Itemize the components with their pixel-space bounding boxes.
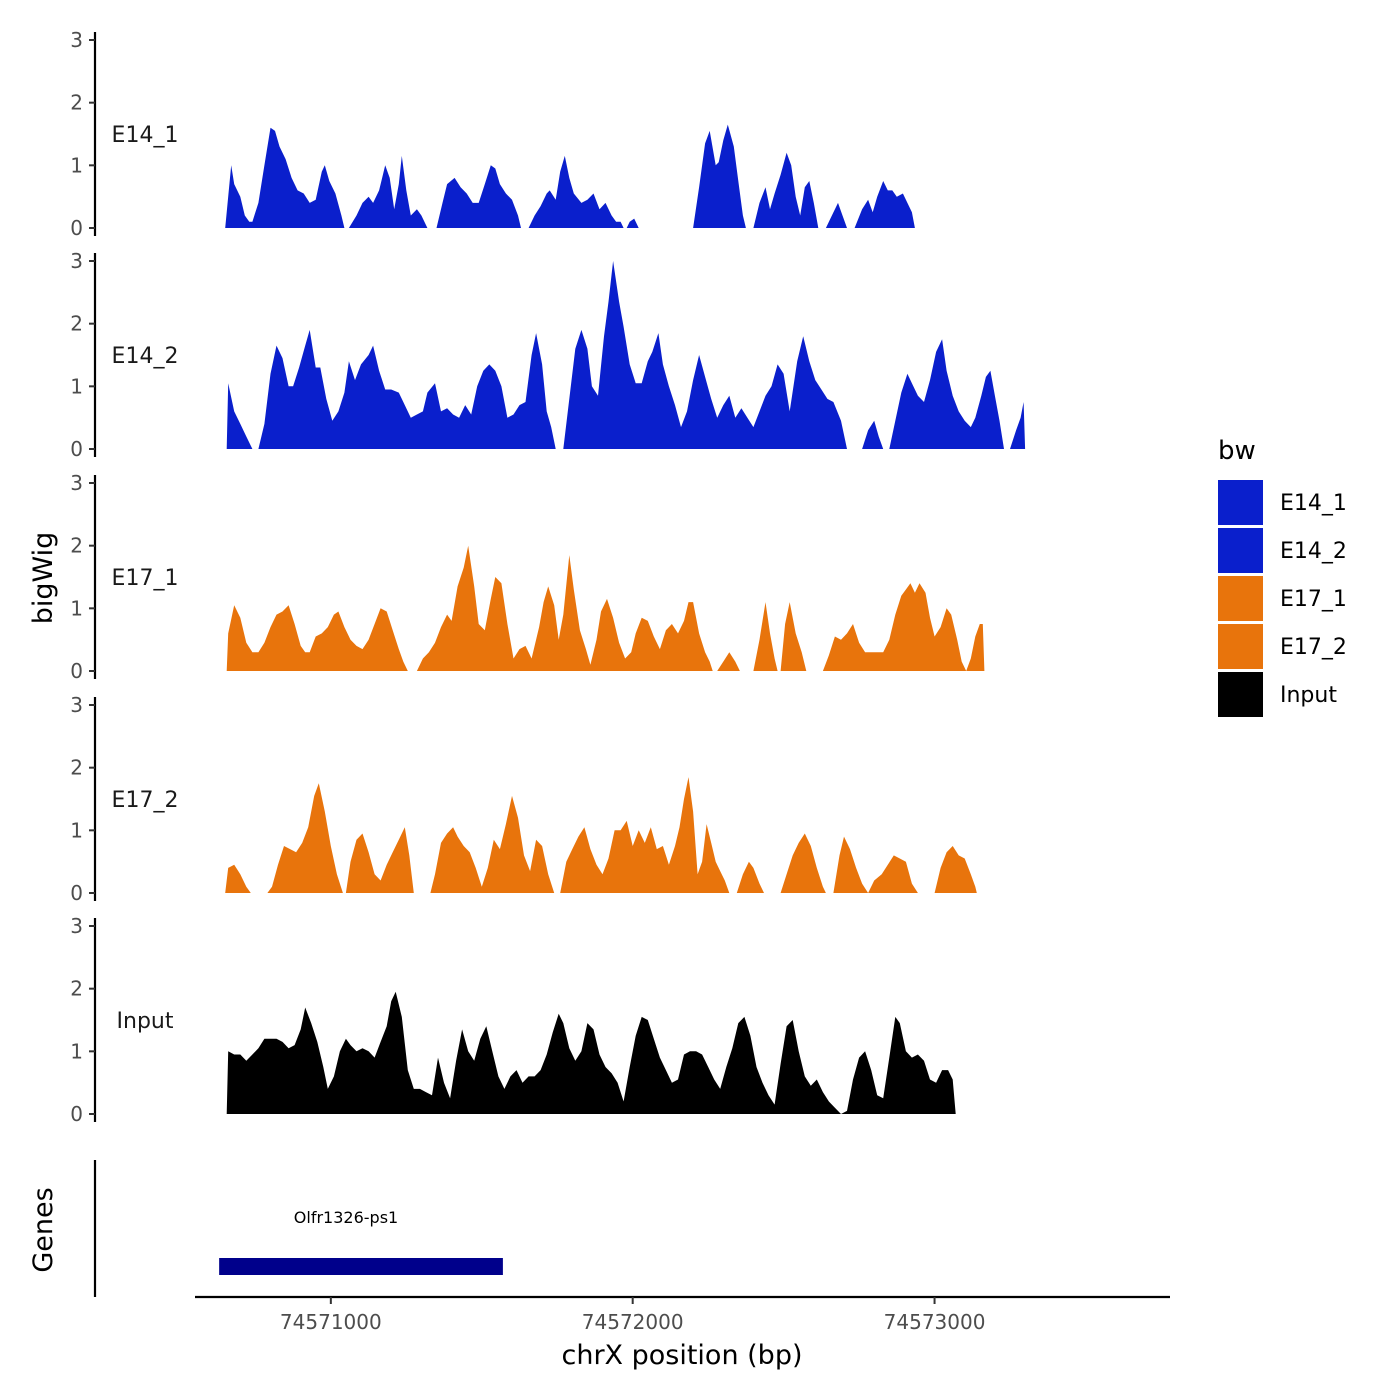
legend-swatch-e14-2 <box>1218 528 1263 573</box>
y-tick-label: 2 <box>70 91 83 115</box>
track-e14-2: 0 1 2 3 E14_2 <box>70 249 1026 461</box>
legend-label-input: Input <box>1280 683 1337 708</box>
legend: bw E14_1 E14_2 E17_1 E17_2 Input <box>1218 436 1347 717</box>
legend-swatch-e17-2 <box>1218 624 1263 669</box>
legend-title: bw <box>1218 436 1256 466</box>
signal-tracks: 0 1 2 3 E14_1 0 1 2 3 E14_2 0 1 2 3 E17_1 0 1 2 3 E17_2 0 1 2 3… <box>28 28 1026 1126</box>
legend-swatch-e17-1 <box>1218 576 1263 621</box>
x-tick-label: 74573000 <box>884 1310 986 1334</box>
signal-area-e14-1 <box>225 124 915 228</box>
gene-bar-olfr1326-ps1 <box>219 1258 503 1275</box>
track-e17-2: 0 1 2 3 E17_2 <box>70 693 977 905</box>
track-label-input: Input <box>117 1009 174 1034</box>
x-axis: 74571000 74572000 74573000 chrX position (b… <box>195 1295 1170 1371</box>
legend-swatch-input <box>1218 672 1263 717</box>
legend-label-e14-1: E14_1 <box>1280 491 1347 516</box>
y-tick-label: 2 <box>70 756 83 780</box>
y-tick-label: 0 <box>70 1102 83 1126</box>
track-e17-1: 0 1 2 3 E17_1 <box>70 471 985 683</box>
y-tick-label: 0 <box>70 216 83 240</box>
y-tick-label: 3 <box>70 914 83 938</box>
y-tick-label: 0 <box>70 437 83 461</box>
y-tick-label: 0 <box>70 659 83 683</box>
track-label-e17-2: E17_2 <box>112 788 179 813</box>
signal-area-input <box>226 991 956 1114</box>
legend-label-e17-1: E17_1 <box>1280 587 1347 612</box>
track-label-e17-1: E17_1 <box>112 566 179 591</box>
track-e14-1: 0 1 2 3 E14_1 <box>70 28 915 240</box>
y-tick-label: 3 <box>70 471 83 495</box>
track-label-e14-2: E14_2 <box>112 344 179 369</box>
x-axis-title: chrX position (bp) <box>561 1340 802 1371</box>
y-tick-label: 1 <box>70 374 83 398</box>
gene-label-olfr1326-ps1: Olfr1326-ps1 <box>294 1208 398 1227</box>
x-tick-label: 74571000 <box>280 1310 382 1334</box>
y-tick-label: 3 <box>70 249 83 273</box>
track-input: 0 1 2 3 Input <box>70 914 956 1126</box>
y-tick-label: 0 <box>70 881 83 905</box>
y-tick-label: 1 <box>70 596 83 620</box>
y-tick-label: 1 <box>70 818 83 842</box>
y-axis-title: bigWig <box>28 532 59 625</box>
y-tick-label: 1 <box>70 153 83 177</box>
legend-swatch-e14-1 <box>1218 480 1263 525</box>
signal-area-e17-1 <box>226 545 985 671</box>
y-tick-label: 2 <box>70 534 83 558</box>
y-tick-label: 1 <box>70 1039 83 1063</box>
y-tick-label: 2 <box>70 977 83 1001</box>
y-tick-label: 2 <box>70 312 83 336</box>
legend-label-e14-2: E14_2 <box>1280 539 1347 564</box>
legend-label-e17-2: E17_2 <box>1280 635 1347 660</box>
y-tick-label: 3 <box>70 693 83 717</box>
gene-panel: Genes Olfr1326-ps1 <box>28 1160 503 1297</box>
x-tick-label: 74572000 <box>582 1310 684 1334</box>
track-label-e14-1: E14_1 <box>112 123 179 148</box>
y-tick-label: 3 <box>70 28 83 52</box>
signal-area-e17-2 <box>225 777 977 893</box>
gene-panel-title: Genes <box>28 1187 59 1272</box>
signal-area-e14-2 <box>226 261 1026 449</box>
